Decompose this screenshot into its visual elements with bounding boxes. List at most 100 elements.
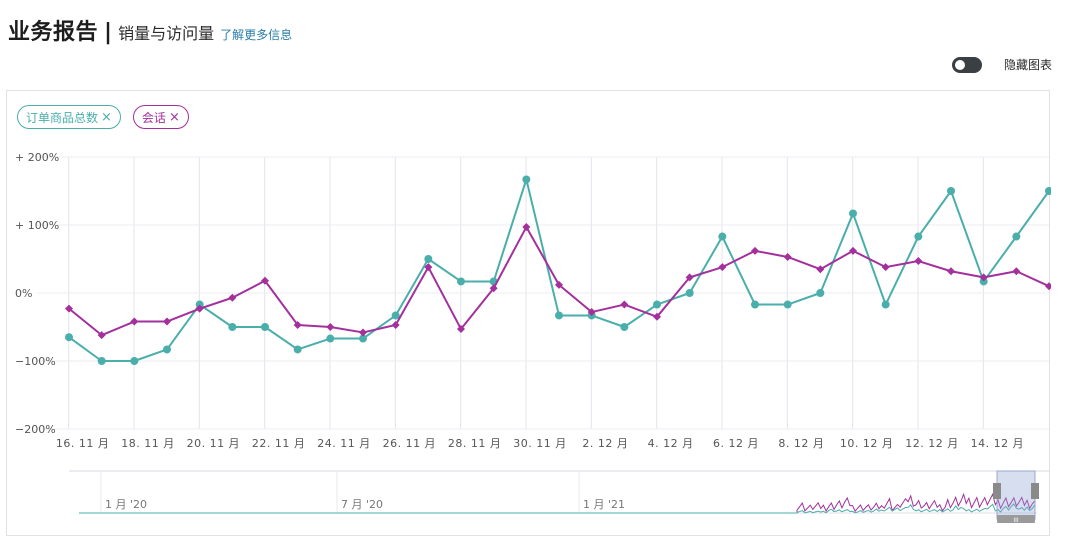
y-tick-label: 0%	[15, 287, 32, 300]
y-tick-label: −200%	[15, 423, 56, 436]
data-point	[1012, 232, 1021, 241]
data-point	[979, 277, 988, 286]
data-point	[163, 317, 171, 326]
x-tick-label: 16. 11 月	[56, 437, 109, 450]
hide-chart-label: 隐藏图表	[1003, 58, 1052, 72]
data-point	[783, 300, 792, 309]
hide-chart-toggle[interactable]	[951, 56, 982, 73]
report-header: 业务报告 | 销量与访问量 了解更多信息	[8, 14, 292, 46]
navigator-date-label: 7 月 '20	[341, 498, 383, 511]
navigator-scroll-grip: III	[1013, 517, 1019, 524]
chip-label: 会话	[141, 110, 166, 125]
data-point	[130, 317, 139, 326]
chip-order-items[interactable]: 订单商品总数 ×	[17, 105, 121, 129]
data-point	[816, 265, 825, 274]
x-tick-label: 8. 12 月	[778, 437, 824, 450]
data-point	[326, 334, 335, 343]
x-tick-label: 14. 12 月	[971, 437, 1024, 450]
chart-area: + 200% + 100% 0% −100% −200%16. 11 月 18. 11 月…	[15, 151, 1051, 524]
data-point	[195, 304, 204, 313]
learn-more-link[interactable]: 了解更多信息	[220, 28, 293, 42]
data-point	[653, 300, 661, 309]
data-point	[359, 334, 367, 343]
x-tick-label: 2. 12 月	[582, 437, 628, 450]
y-tick-label: + 200%	[15, 151, 59, 164]
data-point	[195, 300, 204, 309]
data-point	[163, 345, 171, 354]
series-chips: 订单商品总数 × 会话 ×	[17, 105, 189, 129]
data-point	[947, 267, 955, 276]
data-point	[914, 232, 923, 241]
x-tick-label: 22. 11 月	[252, 437, 305, 450]
series-line-0	[68, 178, 1050, 362]
hide-chart-control: 隐藏图表	[951, 56, 1052, 73]
data-point	[65, 304, 73, 313]
data-point	[783, 252, 792, 261]
data-point	[881, 300, 890, 309]
data-point	[816, 289, 825, 297]
x-tick-label: 4. 12 月	[648, 437, 694, 450]
data-point	[849, 209, 857, 218]
data-point	[228, 323, 237, 331]
page-subtitle: 销量与访问量	[118, 24, 215, 43]
page-title: 业务报告	[8, 20, 99, 45]
data-point	[457, 277, 465, 286]
close-icon[interactable]: ×	[168, 109, 180, 125]
data-point	[293, 320, 302, 329]
y-tick-label: −100%	[15, 355, 56, 368]
data-point	[587, 308, 596, 317]
data-point	[65, 333, 73, 342]
navigator-right-handle	[1031, 483, 1039, 499]
data-point	[718, 232, 727, 241]
data-point	[130, 357, 139, 365]
data-point	[1045, 187, 1051, 195]
data-point	[293, 345, 302, 354]
x-tick-label: 10. 12 月	[840, 437, 893, 450]
navigator-series-orders	[79, 503, 1036, 514]
data-point	[228, 293, 237, 302]
data-point	[685, 273, 694, 282]
toggle-knob	[954, 59, 965, 70]
data-point	[359, 328, 367, 337]
y-tick-label: + 100%	[15, 219, 59, 232]
close-icon[interactable]: ×	[101, 109, 112, 125]
data-point	[1045, 282, 1051, 291]
data-point	[620, 323, 629, 331]
data-point	[718, 263, 727, 272]
data-point	[914, 257, 923, 266]
navigator-date-label: 1 月 '20	[105, 498, 147, 511]
data-point	[653, 312, 661, 321]
x-tick-label: 24. 11 月	[317, 437, 370, 450]
x-tick-label: 28. 11 月	[448, 437, 501, 450]
data-point	[457, 325, 465, 334]
data-point	[751, 300, 759, 309]
navigator-date-label: 1 月 '21	[583, 498, 625, 511]
x-tick-label: 12. 12 月	[905, 437, 958, 450]
data-point	[881, 263, 890, 272]
navigator-series-sessions	[79, 492, 1036, 514]
data-point	[947, 187, 955, 195]
data-point	[391, 311, 400, 320]
navigator-selection	[996, 470, 1036, 520]
data-point	[424, 263, 433, 272]
x-tick-label: 6. 12 月	[713, 437, 759, 450]
data-point	[522, 223, 531, 232]
data-point	[261, 323, 269, 331]
data-point	[555, 280, 563, 289]
data-point	[522, 175, 531, 184]
chip-label: 订单商品总数	[26, 110, 99, 125]
title-separator: |	[104, 20, 113, 45]
chip-sessions[interactable]: 会话 ×	[132, 105, 189, 129]
x-tick-label: 20. 11 月	[187, 437, 240, 450]
x-tick-label: 18. 11 月	[121, 437, 174, 450]
data-point	[326, 323, 335, 331]
data-point	[391, 320, 400, 329]
data-point	[424, 255, 433, 263]
data-point	[97, 331, 106, 340]
data-point	[555, 311, 563, 320]
x-tick-label: 30. 11 月	[513, 437, 566, 450]
data-point	[489, 284, 498, 293]
data-point	[751, 246, 759, 255]
data-point	[849, 246, 857, 255]
data-point	[97, 357, 106, 365]
